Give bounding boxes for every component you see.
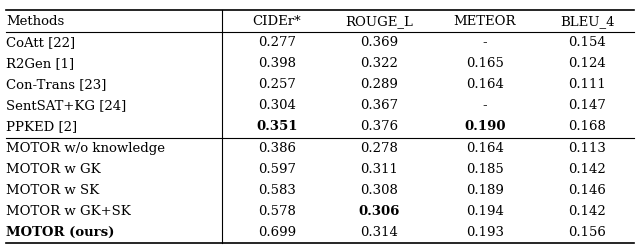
Text: 0.308: 0.308 xyxy=(360,184,398,197)
Text: 0.257: 0.257 xyxy=(258,78,296,91)
Text: 0.699: 0.699 xyxy=(258,226,296,239)
Text: 0.578: 0.578 xyxy=(258,205,296,218)
Text: 0.367: 0.367 xyxy=(360,99,398,112)
Text: 0.111: 0.111 xyxy=(568,78,606,91)
Text: 0.185: 0.185 xyxy=(466,163,504,176)
Text: PPKED [2]: PPKED [2] xyxy=(6,121,77,133)
Text: 0.193: 0.193 xyxy=(466,226,504,239)
Text: 0.168: 0.168 xyxy=(568,121,606,133)
Text: BLEU_4: BLEU_4 xyxy=(560,15,614,28)
Text: 0.142: 0.142 xyxy=(568,163,606,176)
Text: 0.351: 0.351 xyxy=(256,121,298,133)
Text: SentSAT+KG [24]: SentSAT+KG [24] xyxy=(6,99,127,112)
Text: 0.164: 0.164 xyxy=(466,78,504,91)
Text: 0.306: 0.306 xyxy=(358,205,400,218)
Text: 0.113: 0.113 xyxy=(568,142,606,154)
Text: MOTOR w GK+SK: MOTOR w GK+SK xyxy=(6,205,131,218)
Text: 0.164: 0.164 xyxy=(466,142,504,154)
Text: 0.369: 0.369 xyxy=(360,36,398,49)
Text: 0.376: 0.376 xyxy=(360,121,398,133)
Text: 0.190: 0.190 xyxy=(464,121,506,133)
Text: Con-Trans [23]: Con-Trans [23] xyxy=(6,78,107,91)
Text: 0.277: 0.277 xyxy=(258,36,296,49)
Text: ROUGE_L: ROUGE_L xyxy=(345,15,413,28)
Text: MOTOR (ours): MOTOR (ours) xyxy=(6,226,115,239)
Text: 0.398: 0.398 xyxy=(258,57,296,70)
Text: 0.304: 0.304 xyxy=(258,99,296,112)
Text: Methods: Methods xyxy=(6,15,65,28)
Text: -: - xyxy=(483,36,487,49)
Text: MOTOR w/o knowledge: MOTOR w/o knowledge xyxy=(6,142,165,154)
Text: MOTOR w GK: MOTOR w GK xyxy=(6,163,101,176)
Text: R2Gen [1]: R2Gen [1] xyxy=(6,57,74,70)
Text: 0.278: 0.278 xyxy=(360,142,398,154)
Text: -: - xyxy=(483,99,487,112)
Text: 0.154: 0.154 xyxy=(568,36,606,49)
Text: MOTOR w SK: MOTOR w SK xyxy=(6,184,100,197)
Text: 0.597: 0.597 xyxy=(258,163,296,176)
Text: CoAtt [22]: CoAtt [22] xyxy=(6,36,76,49)
Text: 0.311: 0.311 xyxy=(360,163,398,176)
Text: 0.124: 0.124 xyxy=(568,57,606,70)
Text: 0.189: 0.189 xyxy=(466,184,504,197)
Text: METEOR: METEOR xyxy=(454,15,516,28)
Text: 0.156: 0.156 xyxy=(568,226,606,239)
Text: 0.386: 0.386 xyxy=(258,142,296,154)
Text: 0.194: 0.194 xyxy=(466,205,504,218)
Text: 0.314: 0.314 xyxy=(360,226,398,239)
Text: 0.147: 0.147 xyxy=(568,99,606,112)
Text: 0.146: 0.146 xyxy=(568,184,606,197)
Text: 0.322: 0.322 xyxy=(360,57,398,70)
Text: CIDEr*: CIDEr* xyxy=(253,15,301,28)
Text: 0.583: 0.583 xyxy=(258,184,296,197)
Text: 0.289: 0.289 xyxy=(360,78,398,91)
Text: 0.142: 0.142 xyxy=(568,205,606,218)
Text: 0.165: 0.165 xyxy=(466,57,504,70)
